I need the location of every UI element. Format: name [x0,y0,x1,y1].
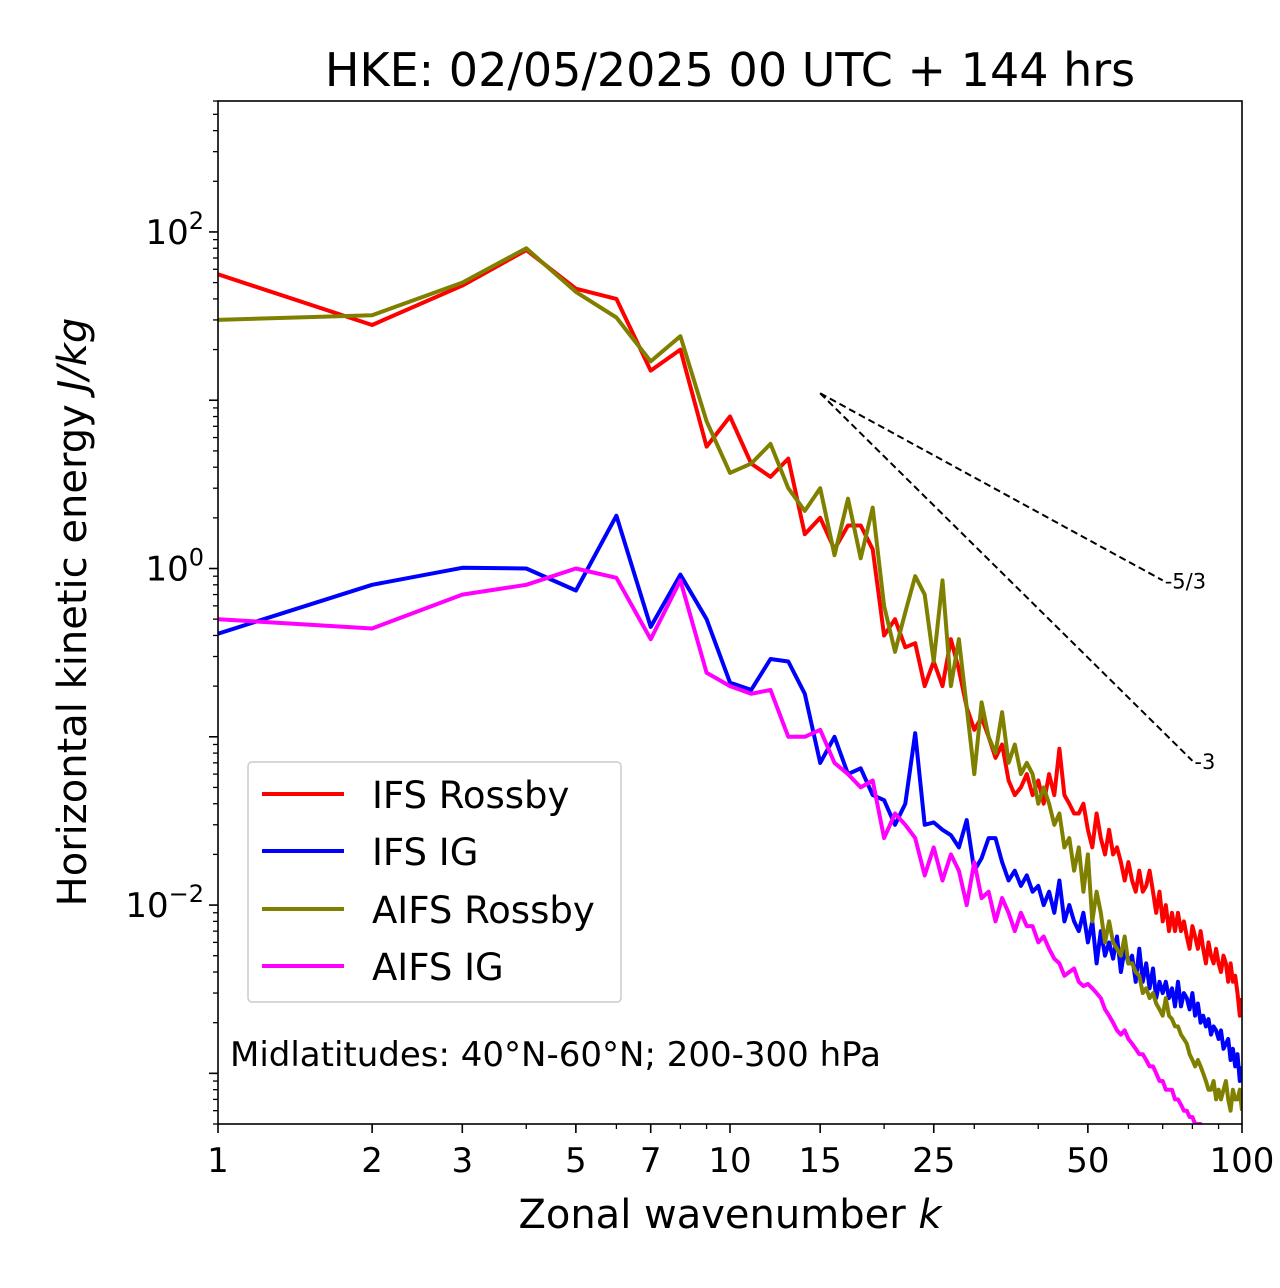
x-tick-label: 10 [708,1141,751,1181]
x-axis-ticks: 1 2 3 5 7 10 15 25 50 100 [207,1124,1274,1181]
reference-slope-label: -5/3 [1165,569,1206,593]
x-tick-label: 25 [912,1141,955,1181]
plot-frame [217,100,1243,1125]
legend-label-aifs-ig: AIFS IG [372,946,504,989]
x-tick-label: 50 [1066,1141,1109,1181]
reference-slope-line [819,392,1164,582]
legend: IFS Rossby IFS IG AIFS Rossby AIFS IG [247,761,622,1003]
legend-label-ifs-ig: IFS IG [372,831,478,874]
y-tick-label: 102 [145,207,204,253]
y-axis-label: Horizontal kinetic energy J/kg [50,318,96,907]
reference-slope-label: -3 [1194,750,1215,774]
x-tick-label: 3 [451,1141,473,1181]
legend-label-ifs-rossby: IFS Rossby [372,774,569,817]
chart-title: HKE: 02/05/2025 00 UTC + 144 hrs [325,43,1135,97]
series-line-aifs-rossby [218,246,1242,1113]
x-tick-label: 5 [565,1141,587,1181]
legend-box [247,761,622,1003]
legend-label-aifs-rossby: AIFS Rossby [372,889,595,932]
series-line-aifs-ig [218,566,1203,1124]
region-annotation: Midlatitudes: 40°N-60°N; 200-300 hPa [230,1035,881,1075]
x-tick-label: 15 [799,1141,842,1181]
x-tick-label: 1 [207,1141,229,1181]
x-axis-label: Zonal wavenumber k [518,1192,943,1238]
series-layer [218,246,1242,1124]
y-tick-label: 100 [145,544,204,590]
series-line-ifs-ig [218,513,1242,1083]
x-tick-label: 2 [361,1141,383,1181]
reference-slope-line [819,392,1194,762]
reference-slope-layer: -5/3 -3 [819,392,1215,774]
y-tick-label: 10−2 [125,880,204,926]
x-tick-label: 7 [640,1141,662,1181]
y-axis-ticks: 102 100 10−2 [125,100,218,1125]
x-tick-label: 100 [1210,1141,1275,1181]
